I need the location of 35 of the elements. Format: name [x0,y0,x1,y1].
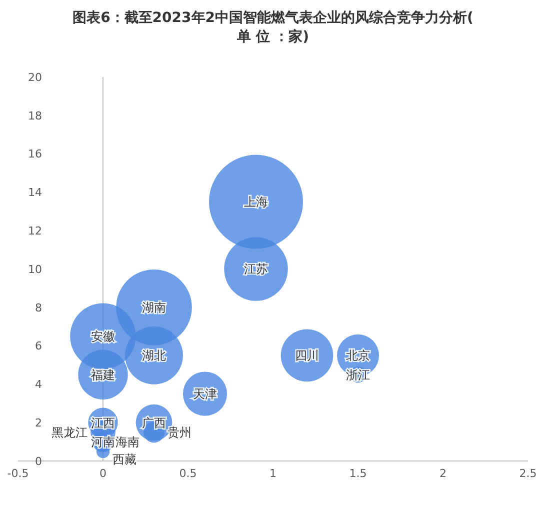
series-label: 北京 [346,348,370,363]
y-tick-label: 0 [35,454,42,468]
series-label: 黑龙江 [52,425,88,440]
series-label: 四川 [295,348,319,363]
y-tick-label: 12 [28,224,42,238]
series-label: 贵州 [168,425,192,440]
x-tick-label: -0.5 [7,467,29,480]
series-label: 上海 [244,195,268,209]
x-tick-label: 0 [100,467,106,480]
x-tick-label: 2 [440,467,446,480]
series-label: 安徽 [91,329,115,344]
series-label: 湖南 [142,300,166,315]
series-label: 浙江 [346,368,370,382]
y-tick-label: 6 [35,340,42,353]
series-label: 湖北 [142,348,166,363]
series-label: 海南 [115,435,140,449]
series-label: 天津 [193,387,217,401]
y-tick-label: 16 [28,148,42,161]
series-label: 福建 [91,368,115,382]
series-label: 江苏 [244,262,268,276]
y-tick-label: 20 [28,70,42,84]
x-tick-label: 1.5 [349,467,367,480]
x-tick-label: 1 [270,467,276,480]
y-tick-label: 18 [28,109,42,122]
x-tick-label: 0.5 [179,467,197,480]
y-tick-label: 8 [35,301,42,314]
series-label: 江西 [91,416,115,430]
y-tick-label: 4 [35,378,42,392]
y-tick-label: 2 [35,416,42,430]
series-label: 西藏 [112,452,137,467]
y-tick-label: 14 [28,186,42,200]
chart-title: 图表6：截至2023年2中国智能燃气表企业的风综合竞争力分析(单 位 ：家) [72,9,474,45]
series-label: 广西 [142,416,166,430]
x-tick-label: 2.5 [519,467,537,480]
y-tick-label: 10 [28,262,42,276]
